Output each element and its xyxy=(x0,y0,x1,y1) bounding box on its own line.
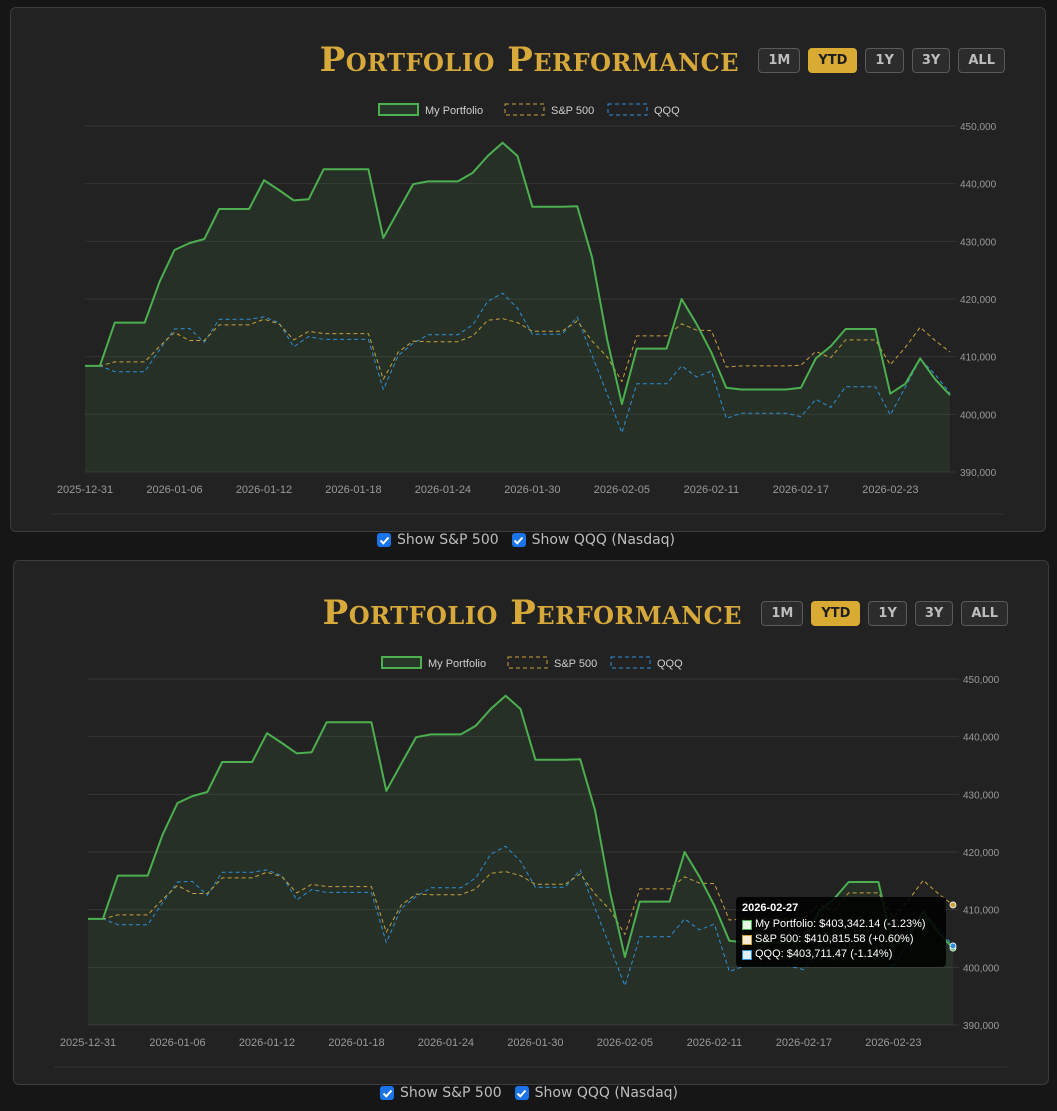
qqq-legend-swatch xyxy=(610,656,651,669)
show-sp500-toggle[interactable]: Show S&P 500 xyxy=(380,1085,502,1101)
range-button-1y[interactable]: 1Y xyxy=(868,601,907,626)
range-button-1m[interactable]: 1M xyxy=(761,601,804,626)
tooltip-row-portfolio: My Portfolio: $403,342.14 (-1.23%) xyxy=(742,917,940,932)
qqq-line xyxy=(85,292,951,434)
tooltip-sp500-value: S&P 500: $410,815.58 (+0.60%) xyxy=(755,933,914,945)
checkbox-checked-icon[interactable] xyxy=(377,533,391,547)
range-button-1m[interactable]: 1M xyxy=(758,48,801,73)
tooltip-date: 2026-02-27 xyxy=(742,902,799,914)
y-tick-label: 450,000 xyxy=(960,122,997,133)
x-tick-label: 2026-02-11 xyxy=(684,484,739,496)
qqq-legend-swatch xyxy=(607,103,648,116)
x-tick-label: 2026-02-05 xyxy=(594,484,650,496)
sp500-line xyxy=(88,871,954,935)
x-tick-label: 2026-02-23 xyxy=(862,484,918,496)
y-tick-label: 390,000 xyxy=(963,1021,1000,1032)
chart-panel: Portfolio Performance 1M YTD 1Y 3Y ALL 3… xyxy=(10,7,1046,532)
range-selector: 1M YTD 1Y 3Y ALL xyxy=(758,48,1005,73)
y-tick-label: 430,000 xyxy=(963,790,1000,801)
portfolio-line xyxy=(85,141,951,405)
portfolio-swatch-icon xyxy=(742,919,752,930)
x-tick-label: 2026-01-18 xyxy=(325,484,381,496)
range-button-3y[interactable]: 3Y xyxy=(911,48,951,73)
show-sp500-label: Show S&P 500 xyxy=(400,1085,502,1101)
sp500-legend-swatch xyxy=(507,656,548,669)
y-tick-label: 440,000 xyxy=(960,180,997,191)
range-button-1y[interactable]: 1Y xyxy=(865,48,904,73)
checkbox-checked-icon[interactable] xyxy=(511,533,526,547)
range-button-all[interactable]: ALL xyxy=(961,601,1008,626)
show-sp500-label: Show S&P 500 xyxy=(397,532,499,548)
x-tick-label: 2026-01-12 xyxy=(239,1037,295,1049)
range-button-ytd[interactable]: YTD xyxy=(808,48,858,73)
y-tick-label: 440,000 xyxy=(963,733,1000,744)
chart-title: Portfolio Performance xyxy=(322,593,742,633)
x-tick-label: 2026-01-06 xyxy=(146,484,202,496)
range-button-ytd[interactable]: YTD xyxy=(811,601,861,626)
tooltip-qqq-value: QQQ: $403,711.47 (-1.14%) xyxy=(755,948,893,960)
x-tick-label: 2026-01-06 xyxy=(149,1037,205,1049)
benchmark-toggles: Show S&P 500 Show QQQ (Nasdaq) xyxy=(380,1085,678,1101)
x-tick-label: 2026-01-18 xyxy=(328,1037,384,1049)
y-tick-label: 410,000 xyxy=(963,906,1000,917)
x-tick-label: 2026-02-17 xyxy=(776,1037,832,1049)
legend-label: My Portfolio xyxy=(425,105,483,117)
tooltip-row-qqq: QQQ: $403,711.47 (-1.14%) xyxy=(742,947,940,962)
range-selector: 1M YTD 1Y 3Y ALL xyxy=(761,601,1008,626)
show-qqq-toggle[interactable]: Show QQQ (Nasdaq) xyxy=(511,532,676,548)
show-qqq-toggle[interactable]: Show QQQ (Nasdaq) xyxy=(514,1085,679,1101)
x-tick-label: 2026-01-30 xyxy=(504,484,560,496)
portfolio-legend-swatch xyxy=(381,656,422,669)
x-tick-label: 2025-12-31 xyxy=(57,484,113,496)
x-tick-label: 2026-02-11 xyxy=(687,1037,742,1049)
legend-label: My Portfolio xyxy=(428,658,486,670)
range-button-3y[interactable]: 3Y xyxy=(914,601,954,626)
x-tick-label: 2026-01-24 xyxy=(418,1037,474,1049)
chart-title: Portfolio Performance xyxy=(319,40,739,80)
show-sp500-toggle[interactable]: Show S&P 500 xyxy=(377,532,499,548)
legend-label: QQQ xyxy=(654,105,680,117)
qqq-swatch-icon xyxy=(742,949,752,960)
y-tick-label: 400,000 xyxy=(960,410,997,421)
portfolio-legend-swatch xyxy=(378,103,419,116)
legend-label: S&P 500 xyxy=(554,658,597,670)
performance-chart[interactable]: 390,000 400,000 410,000 420,000 430,000 440,0… xyxy=(14,561,1050,1086)
range-button-all[interactable]: ALL xyxy=(958,48,1005,73)
x-tick-label: 2026-02-05 xyxy=(597,1037,653,1049)
y-tick-label: 420,000 xyxy=(960,295,997,306)
portfolio-area xyxy=(88,695,953,1025)
benchmark-toggles: Show S&P 500 Show QQQ (Nasdaq) xyxy=(377,532,675,548)
chart-panel: Portfolio Performance 1M YTD 1Y 3Y ALL 3… xyxy=(13,560,1049,1085)
x-tick-label: 2025-12-31 xyxy=(60,1037,116,1049)
sp500-swatch-icon xyxy=(742,934,752,945)
qqq-line xyxy=(88,845,954,987)
x-tick-label: 2026-02-23 xyxy=(865,1037,921,1049)
sp500-line xyxy=(85,318,951,382)
tooltip-portfolio-value: My Portfolio: $403,342.14 (-1.23%) xyxy=(755,918,926,930)
performance-chart[interactable]: 390,000 400,000 410,000 420,000 430,000 440,0… xyxy=(11,8,1047,533)
tooltip-row-sp500: S&P 500: $410,815.58 (+0.60%) xyxy=(742,932,940,947)
y-tick-label: 430,000 xyxy=(960,237,997,248)
x-tick-label: 2026-02-17 xyxy=(773,484,829,496)
show-qqq-label: Show QQQ (Nasdaq) xyxy=(534,1085,679,1101)
portfolio-area xyxy=(85,142,950,472)
x-tick-label: 2026-01-24 xyxy=(415,484,471,496)
y-tick-label: 410,000 xyxy=(960,353,997,364)
y-tick-label: 390,000 xyxy=(960,468,997,479)
sp500-hover-point xyxy=(949,901,957,909)
show-qqq-label: Show QQQ (Nasdaq) xyxy=(531,532,676,548)
y-tick-label: 420,000 xyxy=(963,848,1000,859)
y-tick-label: 450,000 xyxy=(963,675,1000,686)
x-tick-label: 2026-01-12 xyxy=(236,484,292,496)
qqq-hover-point xyxy=(949,942,957,950)
legend-label: QQQ xyxy=(657,658,683,670)
x-tick-label: 2026-01-30 xyxy=(507,1037,563,1049)
sp500-legend-swatch xyxy=(504,103,545,116)
checkbox-checked-icon[interactable] xyxy=(514,1086,529,1100)
chart-tooltip: 2026-02-27 My Portfolio: $403,342.14 (-1… xyxy=(736,897,946,967)
legend-label: S&P 500 xyxy=(551,105,594,117)
checkbox-checked-icon[interactable] xyxy=(380,1086,394,1100)
y-tick-label: 400,000 xyxy=(963,963,1000,974)
